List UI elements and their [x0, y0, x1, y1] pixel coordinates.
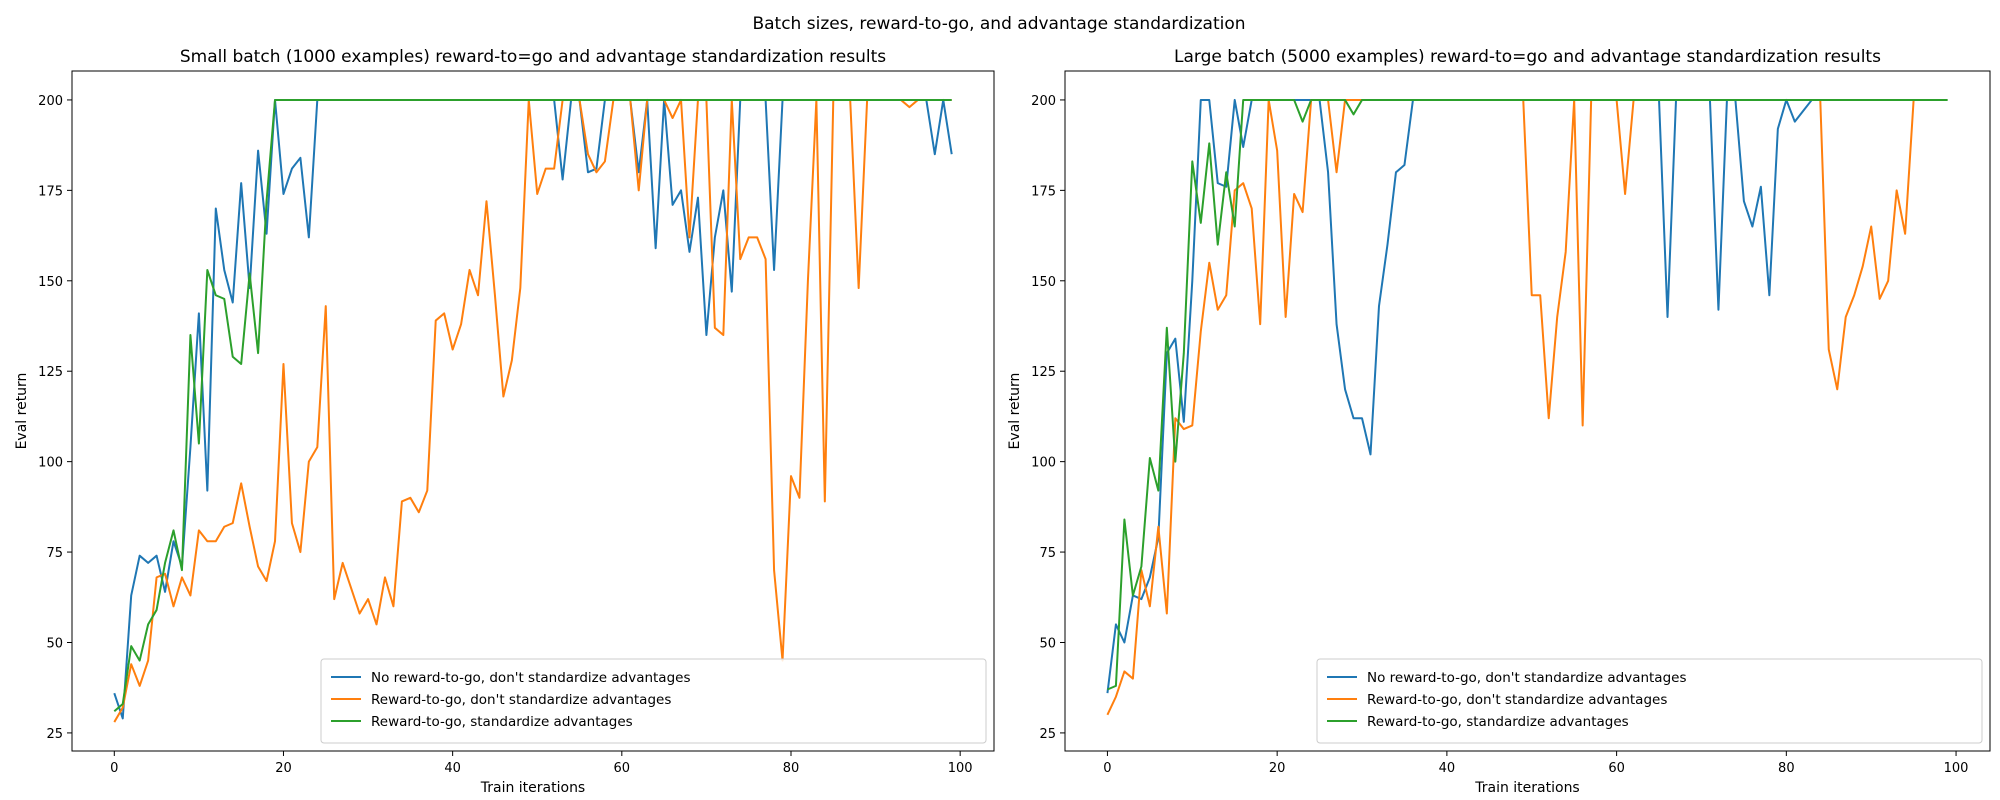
right-y-tick-label: 175 [1031, 184, 1056, 199]
right-y-tick-label: 50 [1039, 636, 1056, 651]
right-chart-panel: Large batch (5000 examples) reward-to=go… [1007, 47, 1991, 796]
right-legend-label-1: No reward-to-go, don't standardize advan… [1367, 670, 1687, 686]
left-x-tick-label: 80 [783, 761, 800, 776]
figure-title: Batch sizes, reward-to-go, and advantage… [752, 14, 1245, 34]
right-legend-label-3: Reward-to-go, standardize advantages [1367, 714, 1629, 730]
right-legend-box [1316, 658, 1983, 744]
right-legend: No reward-to-go, don't standardize advan… [1316, 658, 1983, 744]
right-series-line-3 [1107, 98, 1948, 691]
right-x-tick-label: 80 [1778, 761, 1795, 776]
left-x-tick-label: 100 [948, 761, 973, 776]
right-x-tick-label: 40 [1439, 761, 1456, 776]
right-chart-title: Large batch (5000 examples) reward-to=go… [1174, 47, 1881, 67]
left-x-tick-label: 60 [614, 761, 631, 776]
left-y-tick-label: 175 [38, 184, 63, 199]
right-y-tick-label: 200 [1031, 94, 1056, 109]
right-y-tick-label: 150 [1031, 275, 1056, 290]
left-legend: No reward-to-go, don't standardize advan… [320, 658, 987, 744]
left-legend-label-1: No reward-to-go, don't standardize advan… [371, 670, 691, 686]
left-x-tick-label: 0 [110, 761, 118, 776]
left-y-axis-label: Eval return [14, 373, 30, 450]
left-x-axis-label: Train iterations [480, 780, 585, 796]
left-legend-label-2: Reward-to-go, don't standardize advantag… [371, 692, 671, 708]
right-x-tick-label: 100 [1944, 761, 1969, 776]
right-y-tick-label: 75 [1039, 546, 1056, 561]
right-y-axis-label: Eval return [1007, 373, 1023, 450]
right-x-axis-label: Train iterations [1474, 780, 1579, 796]
left-x-tick-label: 20 [275, 761, 292, 776]
left-y-tick-label: 100 [38, 456, 63, 471]
right-legend-label-2: Reward-to-go, don't standardize advantag… [1367, 692, 1667, 708]
left-y-tick-label: 125 [38, 365, 63, 380]
left-x-tick-label: 40 [444, 761, 461, 776]
left-legend-box [320, 658, 987, 744]
left-y-tick-label: 50 [46, 636, 63, 651]
right-y-tick-label: 125 [1031, 365, 1056, 380]
left-series-line-2 [113, 98, 952, 723]
right-x-tick-label: 0 [1103, 761, 1111, 776]
left-plot-area [71, 70, 995, 752]
left-y-tick-label: 75 [46, 546, 63, 561]
right-y-tick-label: 100 [1031, 456, 1056, 471]
right-x-tick-label: 60 [1608, 761, 1625, 776]
left-series-line-3 [113, 98, 952, 712]
left-chart-panel: Small batch (1000 examples) reward-to=go… [14, 47, 995, 796]
left-y-tick-label: 25 [46, 727, 63, 742]
right-x-tick-label: 20 [1269, 761, 1286, 776]
left-y-tick-label: 150 [38, 275, 63, 290]
left-legend-label-3: Reward-to-go, standardize advantages [371, 714, 633, 730]
left-y-tick-label: 200 [38, 94, 63, 109]
right-plot-area [1064, 70, 1991, 752]
right-y-tick-label: 25 [1039, 727, 1056, 742]
left-chart-title: Small batch (1000 examples) reward-to=go… [180, 47, 886, 67]
